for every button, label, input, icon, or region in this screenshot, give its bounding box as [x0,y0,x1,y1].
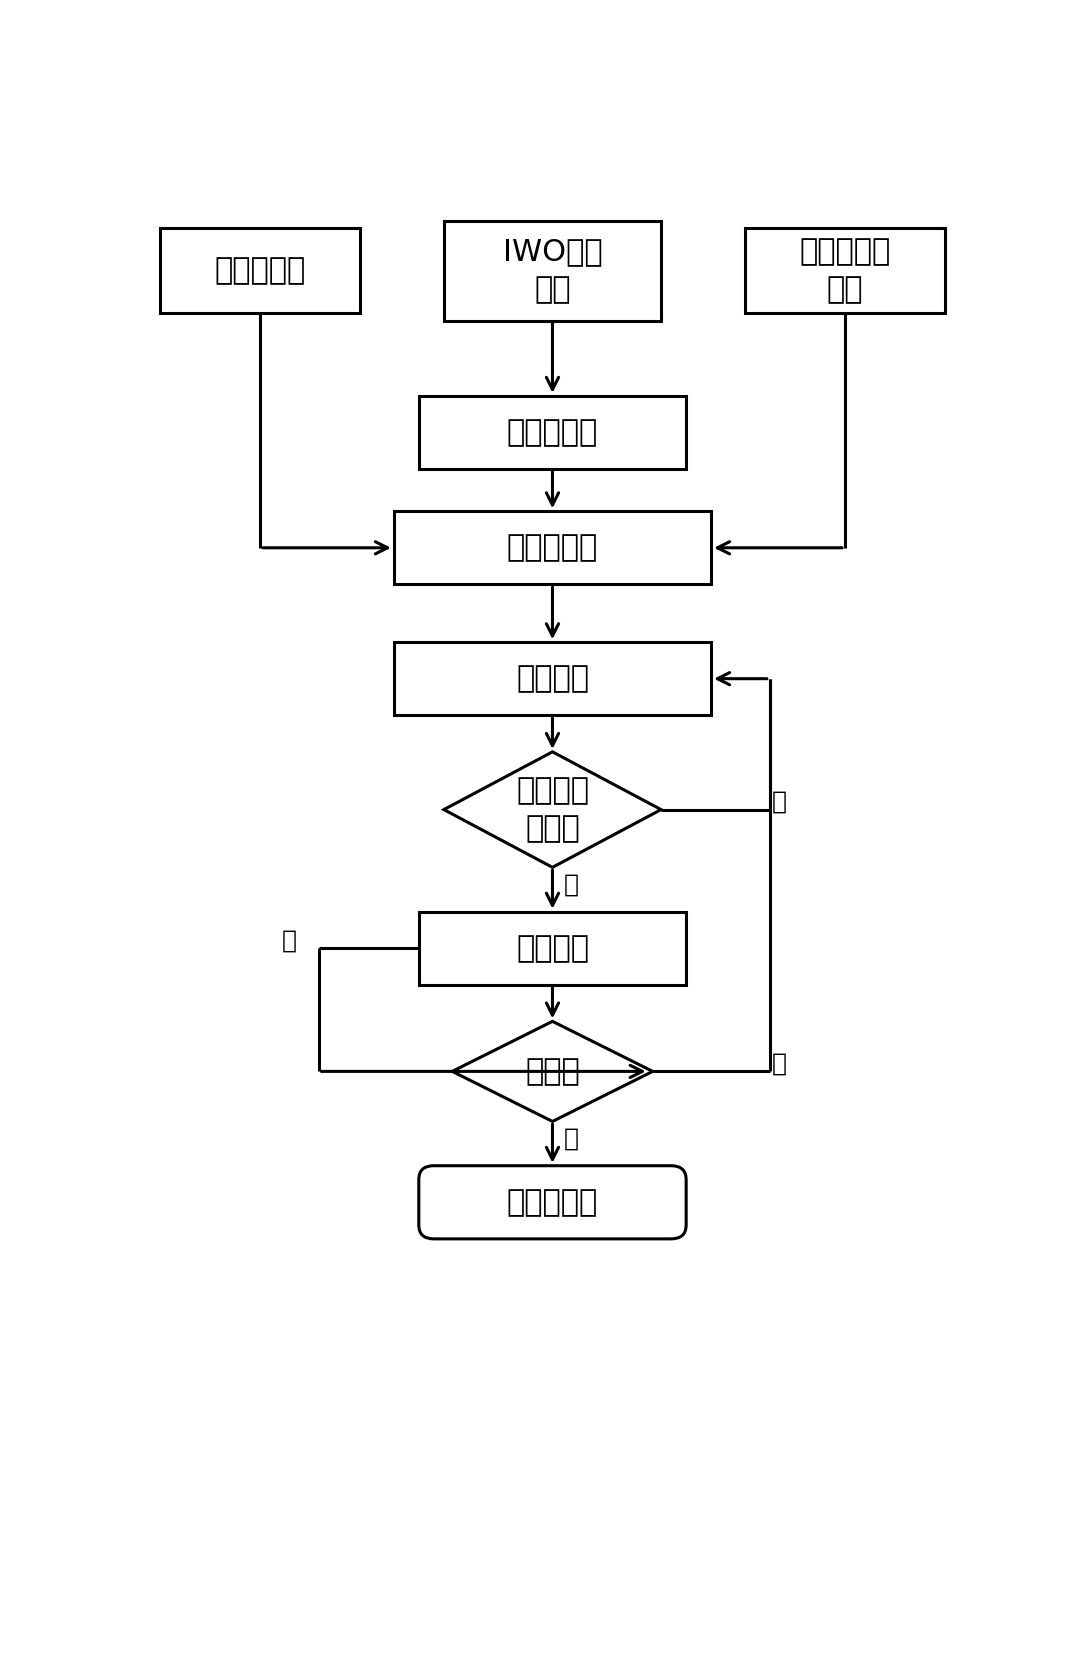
Bar [444,221,661,321]
Text: 输出最优解: 输出最优解 [507,1188,598,1216]
Text: 种群初始化: 种群初始化 [507,418,598,446]
Bar [393,511,711,585]
Text: 生长繁殖: 生长繁殖 [516,663,589,693]
Bar [160,229,360,312]
Bar [745,229,945,312]
Text: 否: 否 [281,929,296,952]
Text: 地面观测点
数据: 地面观测点 数据 [799,237,890,304]
Bar [393,642,711,715]
Polygon shape [453,1021,653,1121]
Text: 工作面信息: 工作面信息 [215,256,306,286]
Text: 计算适应度: 计算适应度 [507,533,598,561]
Text: 是: 是 [564,872,579,896]
Text: 是: 是 [564,1126,579,1150]
Text: 否: 否 [772,1051,787,1076]
Text: 最优解: 最优解 [525,1056,580,1086]
Bar [419,396,687,470]
Text: 竞争排斥: 竞争排斥 [516,934,589,962]
FancyBboxPatch shape [419,1166,687,1238]
Text: 否: 否 [772,790,787,814]
Text: IWO算法
参数: IWO算法 参数 [502,237,603,304]
Text: 达到最大
种群数: 达到最大 种群数 [516,775,589,844]
Bar [419,912,687,984]
Polygon shape [444,752,661,867]
